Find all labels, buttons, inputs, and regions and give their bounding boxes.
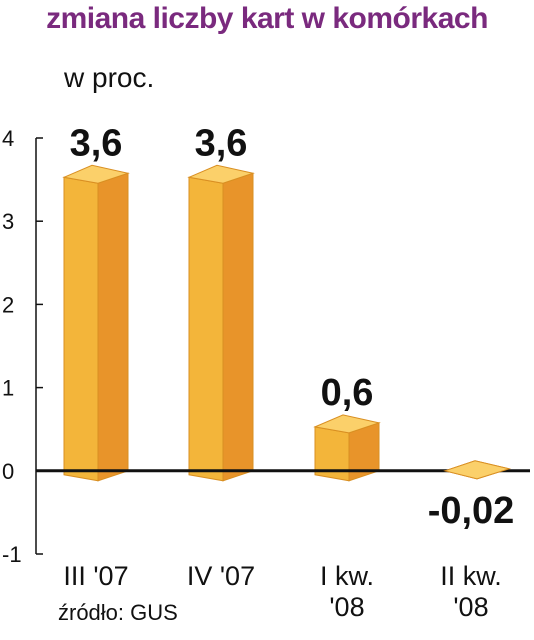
bar-3-top <box>313 414 381 434</box>
y-tick-label: 0 <box>2 459 14 484</box>
source-note: źródło: GUS <box>58 600 178 625</box>
x-tick-label: '08 <box>329 592 364 622</box>
x-tick-label: I kw. <box>320 561 374 591</box>
x-tick-label: '08 <box>453 592 488 622</box>
chart-title: zmiana liczby kart w komórkach <box>46 2 488 35</box>
bar-2 <box>188 176 224 482</box>
y-tick-label: 2 <box>2 292 14 317</box>
bar-4 <box>443 460 511 480</box>
bar-2-top <box>187 164 255 184</box>
y-tick-label: 3 <box>2 209 14 234</box>
x-tick-label: II kw. <box>440 561 502 591</box>
bar-1-side <box>97 172 129 482</box>
bar-3 <box>314 426 350 482</box>
data-label: -0,02 <box>428 490 515 532</box>
bar-1-top <box>62 164 130 184</box>
data-label: 3,6 <box>70 122 123 164</box>
y-tick-label: 1 <box>2 376 14 401</box>
data-label: 0,6 <box>321 372 374 414</box>
x-tick-label: III '07 <box>63 561 128 591</box>
y-tick-label: 4 <box>2 126 14 151</box>
x-tick-label: IV '07 <box>187 561 255 591</box>
y-tick-label: -1 <box>2 542 22 567</box>
y-axis-unit-label: w proc. <box>64 62 155 93</box>
bar-1 <box>63 176 99 482</box>
bar-2-side <box>222 172 254 482</box>
data-label: 3,6 <box>195 122 248 164</box>
